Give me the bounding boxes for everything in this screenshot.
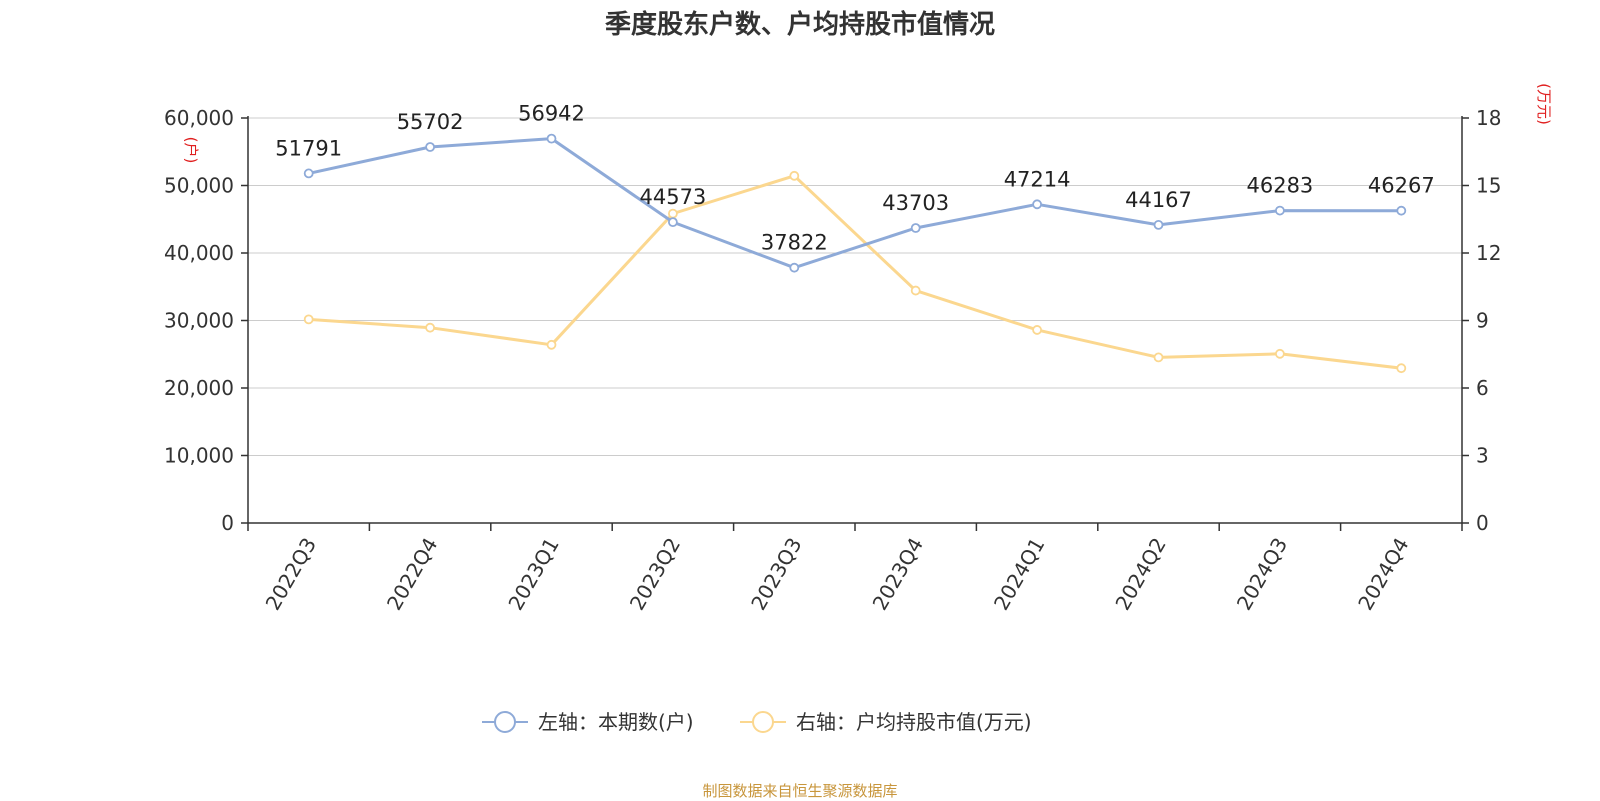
x-axis-tick-label: 2023Q4 — [868, 534, 928, 615]
left-axis-tick-label: 50,000 — [164, 174, 234, 198]
right-axis-tick-label: 12 — [1476, 241, 1501, 265]
x-axis-tick-label: 2022Q4 — [382, 534, 442, 615]
shareholder-count-series-point — [425, 142, 436, 152]
shareholder-count-data-label: 47214 — [1004, 167, 1071, 191]
legend-label: 右轴：户均持股市值(万元) — [796, 710, 1032, 734]
shareholder-count-data-label: 46283 — [1246, 174, 1313, 198]
right-axis-tick-label: 18 — [1476, 106, 1501, 130]
legend-swatch-marker — [752, 711, 774, 733]
shareholder-count-data-label: 44573 — [639, 185, 706, 209]
shareholder-count-series-point — [303, 168, 314, 179]
shareholder-count-data-label: 44167 — [1125, 188, 1192, 212]
avg-holding-value-series-line — [308, 174, 1402, 370]
avg-holding-value-series-point — [1032, 325, 1042, 335]
shareholder-count-series-point — [1396, 205, 1407, 216]
x-axis-tick-label: 2024Q3 — [1232, 534, 1292, 615]
left-axis-tick-label: 60,000 — [164, 106, 234, 130]
avg-holding-value-series-point — [668, 208, 678, 219]
shareholder-count-data-label: 46267 — [1368, 174, 1435, 198]
left-axis-tick-label: 10,000 — [164, 444, 234, 468]
shareholder-count-series-point — [668, 217, 678, 228]
right-axis-tick-label: 9 — [1476, 309, 1489, 333]
right-axis-unit: (万元) — [1535, 83, 1553, 125]
shareholder-count-data-label: 56942 — [518, 102, 585, 126]
shareholder-count-series-point — [1032, 199, 1042, 210]
legend-swatch-marker — [494, 711, 516, 733]
shareholder-count-data-label: 43703 — [882, 191, 949, 215]
x-axis-tick-label: 2022Q3 — [261, 534, 321, 615]
right-axis-tick-label: 6 — [1476, 376, 1489, 400]
x-axis-tick-label: 2024Q2 — [1110, 534, 1170, 615]
shareholder-count-series-point — [546, 133, 557, 144]
left-axis-tick-label: 30,000 — [164, 309, 234, 333]
avg-holding-value-series-point — [1275, 348, 1285, 359]
right-axis-tick-label: 3 — [1476, 444, 1489, 468]
x-axis-tick-label: 2023Q3 — [746, 534, 806, 615]
left-axis-unit: (户) — [182, 137, 200, 164]
shareholder-count-series-point — [910, 223, 921, 233]
legend-label: 左轴：本期数(户) — [538, 710, 694, 734]
right-axis-tick-label: 15 — [1476, 174, 1501, 198]
shareholder-count-series-point — [1153, 219, 1164, 230]
avg-holding-value-series-point — [546, 339, 557, 350]
x-axis-tick-label: 2024Q1 — [989, 534, 1049, 615]
x-axis-tick-label: 2023Q1 — [503, 534, 563, 615]
source-footer: 制图数据来自恒生聚源数据库 — [702, 782, 898, 800]
avg-holding-value-series-point — [1153, 352, 1164, 363]
x-axis-tick-label: 2024Q4 — [1353, 534, 1413, 615]
avg-holding-value-series-point — [303, 314, 314, 325]
x-axis-tick-label: 2023Q2 — [625, 534, 685, 615]
shareholder-count-data-label: 55702 — [397, 110, 464, 134]
left-axis-tick-label: 0 — [221, 511, 234, 535]
shareholder-count-series-line — [308, 137, 1402, 270]
left-axis-tick-label: 20,000 — [164, 376, 234, 400]
avg-holding-value-series-point — [425, 322, 436, 333]
avg-holding-value-series-point — [789, 170, 800, 181]
right-axis-tick-label: 0 — [1476, 511, 1489, 535]
avg-holding-value-series-point — [1396, 363, 1407, 374]
chart-title: 季度股东户数、户均持股市值情况 — [604, 10, 995, 40]
avg-holding-value-series-point — [910, 285, 921, 296]
left-axis-tick-label: 40,000 — [164, 241, 234, 265]
shareholder-count-series-point — [789, 262, 800, 273]
shareholder-count-data-label: 51791 — [275, 136, 342, 160]
shareholder-count-data-label: 37822 — [761, 231, 828, 255]
shareholder-count-series-point — [1275, 205, 1285, 216]
